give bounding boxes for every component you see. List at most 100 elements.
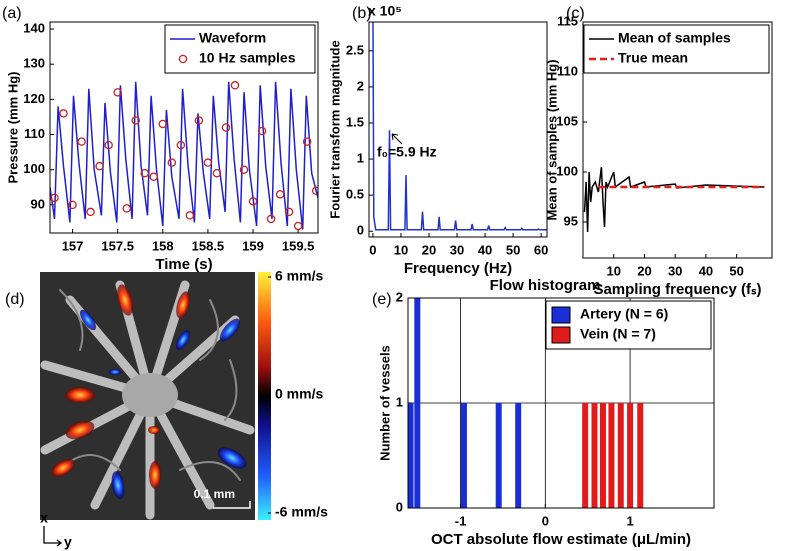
y-tick-label: 90	[31, 196, 45, 211]
bar	[460, 403, 467, 508]
sample-marker	[104, 140, 113, 150]
plot-marks	[583, 166, 765, 233]
x-tick-label: 157	[62, 238, 84, 253]
legend-label: Artery (N = 6)	[580, 306, 668, 322]
x-tick-label: 0	[369, 242, 376, 257]
x-tick-label: 30	[450, 242, 464, 257]
sample-marker	[122, 204, 131, 213]
x-tick-label: 40	[699, 263, 713, 278]
y-tick-label: 1.5	[346, 114, 364, 129]
annotation: f₀=5.9 Hz	[377, 144, 437, 160]
bar	[627, 403, 634, 508]
axes-frame	[582, 21, 773, 259]
bar	[582, 403, 589, 508]
y-tick-label: 115	[557, 13, 578, 28]
y-multiplier: x 10⁵	[368, 3, 402, 19]
sample-marker	[131, 116, 140, 125]
bar	[495, 403, 502, 508]
plot-marks	[408, 298, 644, 508]
sample-marker	[275, 190, 285, 199]
y-tick-label: 140	[23, 20, 45, 35]
sample-marker	[113, 88, 122, 97]
y-tick-label: 110	[557, 63, 578, 78]
legend-swatch	[551, 306, 571, 324]
legend-label: True mean	[618, 50, 688, 66]
legend-box	[164, 24, 316, 74]
x-axis-label: OCT absolute flow estimate (μL/min)	[431, 531, 691, 548]
x-tick-label: 0	[542, 513, 549, 528]
series-line	[372, 22, 547, 231]
panel-label: (d)	[5, 291, 25, 308]
sample-marker	[239, 165, 249, 174]
plot-marks	[372, 22, 547, 231]
y-tick-label: 0	[396, 499, 403, 514]
x-tick-label: 10	[394, 242, 408, 257]
y-tick-label: 2	[396, 289, 403, 304]
colorbar-label: -6 mm/s	[275, 504, 328, 520]
sample-marker	[248, 197, 258, 206]
y-tick-label: 1	[396, 394, 403, 409]
y-tick-label: 1	[357, 151, 364, 166]
sample-marker	[257, 126, 267, 136]
plot-marks	[50, 81, 318, 231]
sample-marker	[95, 161, 104, 171]
axes-frame	[49, 21, 319, 234]
x-tick-label: 30	[668, 263, 682, 278]
sample-marker	[302, 137, 312, 146]
colorbar-label: 6 mm/s	[275, 268, 323, 284]
sample-marker	[185, 211, 195, 220]
sample-marker	[140, 168, 149, 178]
axis-y-label: y	[64, 534, 72, 550]
plot-area	[369, 22, 547, 237]
y-tick-label: 110	[24, 126, 45, 141]
sample-marker	[203, 158, 213, 167]
panel-label: (a)	[2, 5, 22, 22]
y-axis-label: Number of vessels	[377, 345, 392, 461]
axes-frame	[368, 21, 548, 238]
legend-label: Vein (N = 7)	[580, 326, 656, 342]
y-tick-label: 130	[23, 56, 45, 71]
axes-frame	[407, 297, 715, 509]
legend-swatch	[178, 54, 188, 64]
y-tick-label: 2	[357, 78, 364, 93]
x-tick-label: -1	[455, 513, 467, 528]
sample-marker	[266, 214, 276, 224]
sample-marker	[212, 168, 222, 178]
x-tick-label: 159.5	[282, 238, 315, 253]
legend-box	[545, 300, 712, 350]
sample-marker	[221, 123, 231, 132]
y-axis-label: Mean of samples (mm Hg)	[544, 59, 559, 220]
bar	[599, 403, 606, 508]
sample-marker	[194, 116, 204, 125]
legend-label: Mean of samples	[618, 30, 731, 46]
x-tick-label: 40	[478, 242, 492, 257]
x-tick-label: 50	[729, 263, 743, 278]
sample-marker	[284, 207, 294, 217]
y-tick-label: 0	[357, 223, 364, 238]
oct-image	[40, 272, 271, 547]
scale-bar-label: 0.1 mm	[194, 487, 235, 501]
y-tick-label: 2.5	[346, 42, 364, 57]
y-tick-label: 120	[23, 91, 45, 106]
panel-label: (b)	[352, 5, 372, 22]
legend-label: Waveform	[199, 30, 266, 46]
bar	[515, 403, 522, 508]
sample-marker	[176, 140, 186, 150]
sample-marker	[167, 158, 177, 167]
x-tick-label: 60	[534, 242, 548, 257]
sample-marker	[86, 207, 95, 217]
chart-title: Flow histogram	[490, 277, 601, 294]
sample-marker	[50, 193, 59, 203]
bar	[608, 403, 615, 508]
sample-marker	[59, 109, 68, 118]
y-axis-label: Fourier transform magnitude	[327, 40, 342, 218]
sample-marker	[158, 119, 168, 129]
bar	[617, 403, 624, 508]
sample-marker	[311, 186, 318, 196]
x-tick-label: 157.5	[101, 238, 134, 253]
colorbar-label: 0 mm/s	[275, 386, 323, 402]
sample-marker	[149, 172, 159, 181]
panel-label: (e)	[372, 291, 392, 308]
bar	[414, 298, 421, 508]
